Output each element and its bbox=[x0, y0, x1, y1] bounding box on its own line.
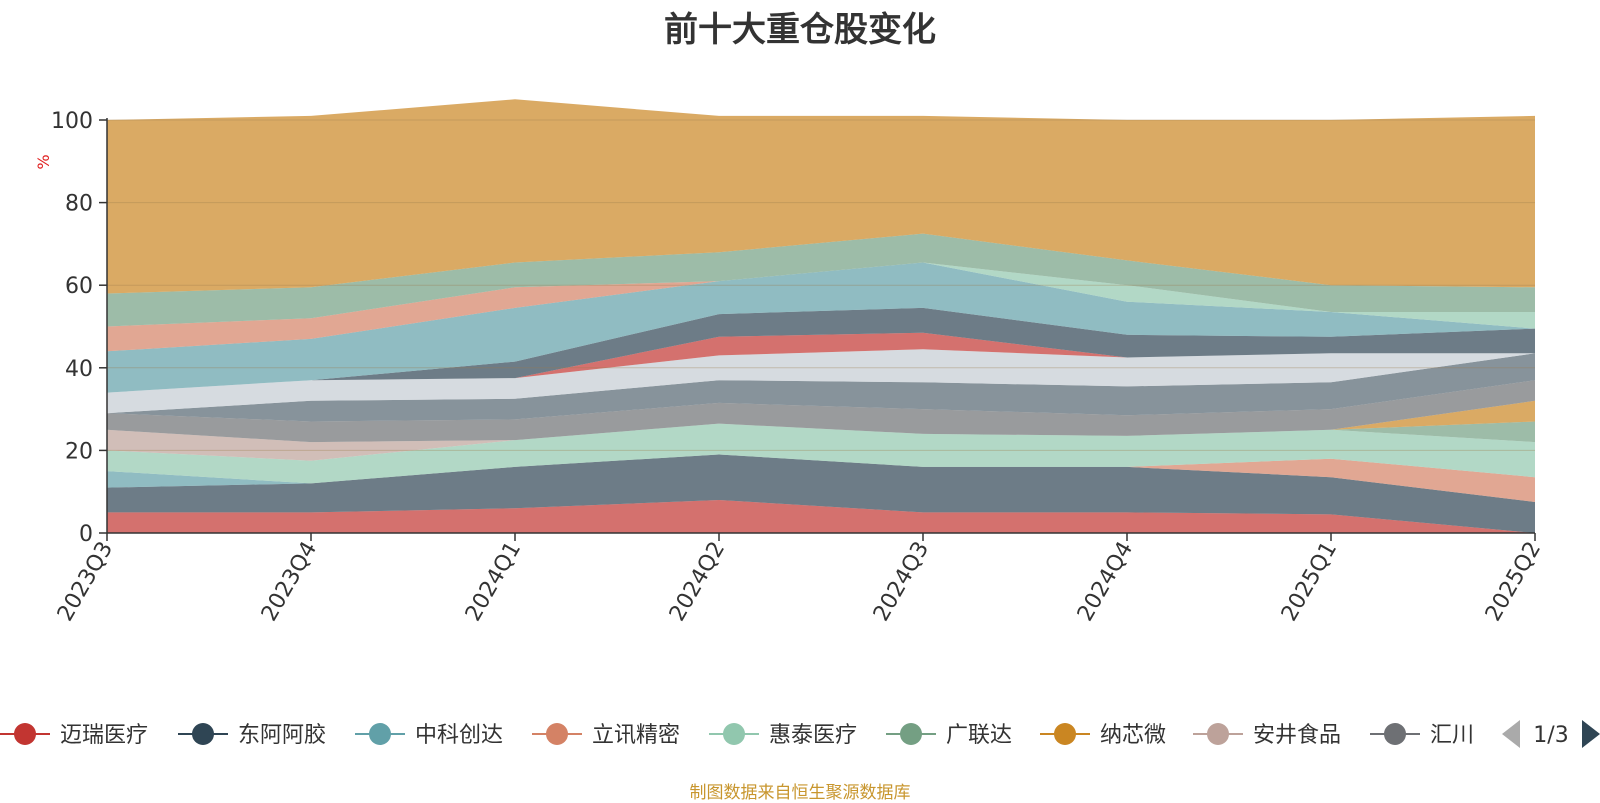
area-series-4 bbox=[107, 423, 1535, 484]
area-series-8 bbox=[107, 380, 1535, 443]
source-note: 制图数据来自恒生聚源数据库 bbox=[689, 783, 911, 803]
area-series-7 bbox=[107, 400, 1535, 461]
triangle-right-icon[interactable] bbox=[1582, 720, 1600, 748]
area-series-11 bbox=[107, 332, 1535, 393]
legend-label: 惠泰医疗 bbox=[769, 723, 857, 748]
triangle-left-icon[interactable] bbox=[1502, 720, 1520, 748]
legend-marker bbox=[900, 723, 922, 745]
area-series-1 bbox=[107, 454, 1535, 533]
legend-label: 东阿阿胶 bbox=[238, 723, 326, 748]
legend-item-4[interactable]: 惠泰医疗 bbox=[709, 723, 857, 748]
y-tick-label-5: 100 bbox=[51, 109, 93, 134]
chart-title: 前十大重仓股变化 bbox=[664, 10, 936, 50]
y-tick-label-0: 0 bbox=[79, 522, 93, 547]
x-tick-label-1: 2023Q4 bbox=[257, 538, 322, 626]
legend-item-2[interactable]: 中科创达 bbox=[355, 723, 503, 748]
legend-marker bbox=[723, 723, 745, 745]
legend-marker bbox=[546, 723, 568, 745]
area-series-0 bbox=[107, 500, 1535, 533]
y-axis-label: % bbox=[34, 154, 53, 169]
legend-marker bbox=[369, 723, 391, 745]
legend-label: 中科创达 bbox=[415, 723, 503, 748]
y-tick-label-4: 80 bbox=[65, 192, 93, 217]
legend-item-6[interactable]: 纳芯微 bbox=[1040, 723, 1166, 748]
stacked-areas bbox=[107, 99, 1535, 533]
legend-label: 广联达 bbox=[946, 723, 1012, 748]
legend-item-0[interactable]: 迈瑞医疗 bbox=[0, 723, 148, 748]
legend-label: 立讯精密 bbox=[592, 723, 680, 748]
area-series-14 bbox=[107, 262, 1535, 352]
legend: 迈瑞医疗 东阿阿胶 中科创达 立讯精密 惠泰医疗 广联达 纳芯微 安井食品 汇川 1/3 bbox=[0, 720, 1600, 748]
legend-label: 汇川 bbox=[1430, 723, 1474, 748]
legend-item-7[interactable]: 安井食品 bbox=[1193, 723, 1341, 748]
x-tick-label-7: 2025Q2 bbox=[1481, 538, 1546, 626]
legend-marker bbox=[192, 723, 214, 745]
y-tick-label-1: 20 bbox=[65, 439, 93, 464]
x-tick-label-4: 2024Q3 bbox=[869, 538, 934, 626]
legend-marker bbox=[1054, 723, 1076, 745]
legend-label: 迈瑞医疗 bbox=[60, 723, 148, 748]
x-tick-label-0: 2023Q3 bbox=[53, 538, 118, 626]
legend-item-1[interactable]: 东阿阿胶 bbox=[178, 723, 326, 748]
legend-marker bbox=[1207, 723, 1229, 745]
gridlines bbox=[107, 119, 1535, 451]
area-series-13 bbox=[107, 262, 1535, 393]
legend-item-3[interactable]: 立讯精密 bbox=[532, 723, 680, 748]
area-series-17 bbox=[107, 99, 1535, 294]
legend-marker bbox=[1384, 723, 1406, 745]
legend-item-8[interactable]: 汇川 bbox=[1370, 723, 1474, 748]
legend-marker bbox=[14, 723, 36, 745]
x-tick-label-3: 2024Q2 bbox=[665, 538, 730, 626]
area-series-3 bbox=[107, 454, 1535, 502]
legend-label: 纳芯微 bbox=[1100, 723, 1166, 748]
x-tick-label-5: 2024Q4 bbox=[1073, 538, 1138, 626]
x-tick-label-2: 2024Q1 bbox=[461, 538, 526, 626]
area-series-12 bbox=[107, 307, 1535, 393]
y-tick-label-2: 40 bbox=[65, 357, 93, 382]
legend-label: 安井食品 bbox=[1253, 723, 1341, 748]
legend-page-indicator: 1/3 bbox=[1533, 723, 1568, 748]
y-tick-label-3: 60 bbox=[65, 274, 93, 299]
x-tick-label-6: 2025Q1 bbox=[1277, 538, 1342, 626]
area-series-16 bbox=[107, 233, 1535, 327]
area-series-9 bbox=[107, 353, 1535, 422]
area-series-10 bbox=[107, 349, 1535, 414]
legend-item-5[interactable]: 广联达 bbox=[886, 723, 1012, 748]
